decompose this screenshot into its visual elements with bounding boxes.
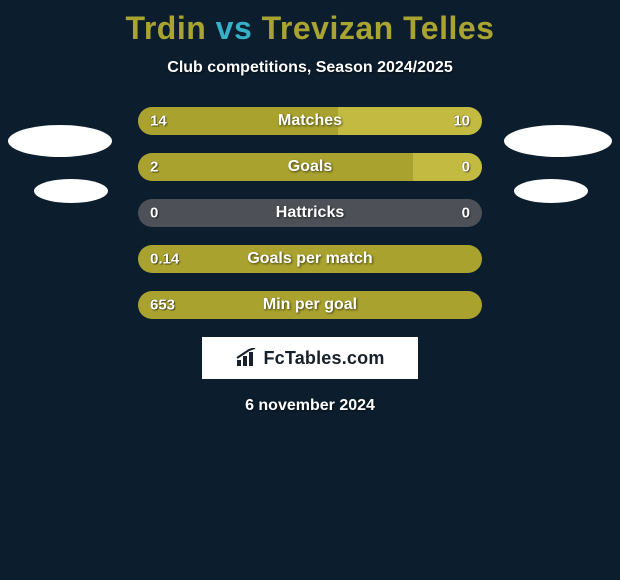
value-right: 0 bbox=[462, 159, 470, 176]
value-left: 2 bbox=[150, 159, 158, 176]
page-title: Trdin vs Trevizan Telles bbox=[0, 0, 620, 47]
stat-row-hattricks: 0 0 Hattricks bbox=[138, 199, 482, 227]
value-left: 0.14 bbox=[150, 251, 179, 268]
player1-name: Trdin bbox=[126, 10, 207, 46]
stat-label: Goals bbox=[288, 158, 332, 176]
stat-label: Min per goal bbox=[263, 296, 357, 314]
stat-row-min-per-goal: 653 Min per goal bbox=[138, 291, 482, 319]
chart-icon bbox=[235, 348, 259, 368]
avatar-ellipse-3 bbox=[514, 179, 588, 203]
avatar-ellipse-2 bbox=[34, 179, 108, 203]
bar-right bbox=[413, 153, 482, 181]
player2-name: Trevizan Telles bbox=[262, 10, 495, 46]
value-right: 10 bbox=[453, 113, 470, 130]
avatar-ellipse-0 bbox=[8, 125, 112, 157]
stat-label: Matches bbox=[278, 112, 342, 130]
stat-row-matches: 14 10 Matches bbox=[138, 107, 482, 135]
value-left: 653 bbox=[150, 297, 175, 314]
logo-box: FcTables.com bbox=[202, 337, 418, 379]
subtitle: Club competitions, Season 2024/2025 bbox=[0, 59, 620, 77]
avatar-ellipse-1 bbox=[504, 125, 612, 157]
vs-text: vs bbox=[216, 10, 253, 46]
value-left: 14 bbox=[150, 113, 167, 130]
stat-rows: 14 10 Matches 2 0 Goals 0 0 Hattricks 0.14 Goals p… bbox=[138, 107, 482, 319]
date-text: 6 november 2024 bbox=[0, 397, 620, 415]
value-left: 0 bbox=[150, 205, 158, 222]
value-right: 0 bbox=[462, 205, 470, 222]
logo-text: FcTables.com bbox=[263, 348, 384, 369]
comparison-stage: 14 10 Matches 2 0 Goals 0 0 Hattricks 0.14 Goals p… bbox=[0, 107, 620, 319]
stat-label: Hattricks bbox=[276, 204, 344, 222]
bar-left bbox=[138, 153, 413, 181]
stat-row-goals: 2 0 Goals bbox=[138, 153, 482, 181]
stat-label: Goals per match bbox=[247, 250, 372, 268]
stat-row-goals-per-match: 0.14 Goals per match bbox=[138, 245, 482, 273]
